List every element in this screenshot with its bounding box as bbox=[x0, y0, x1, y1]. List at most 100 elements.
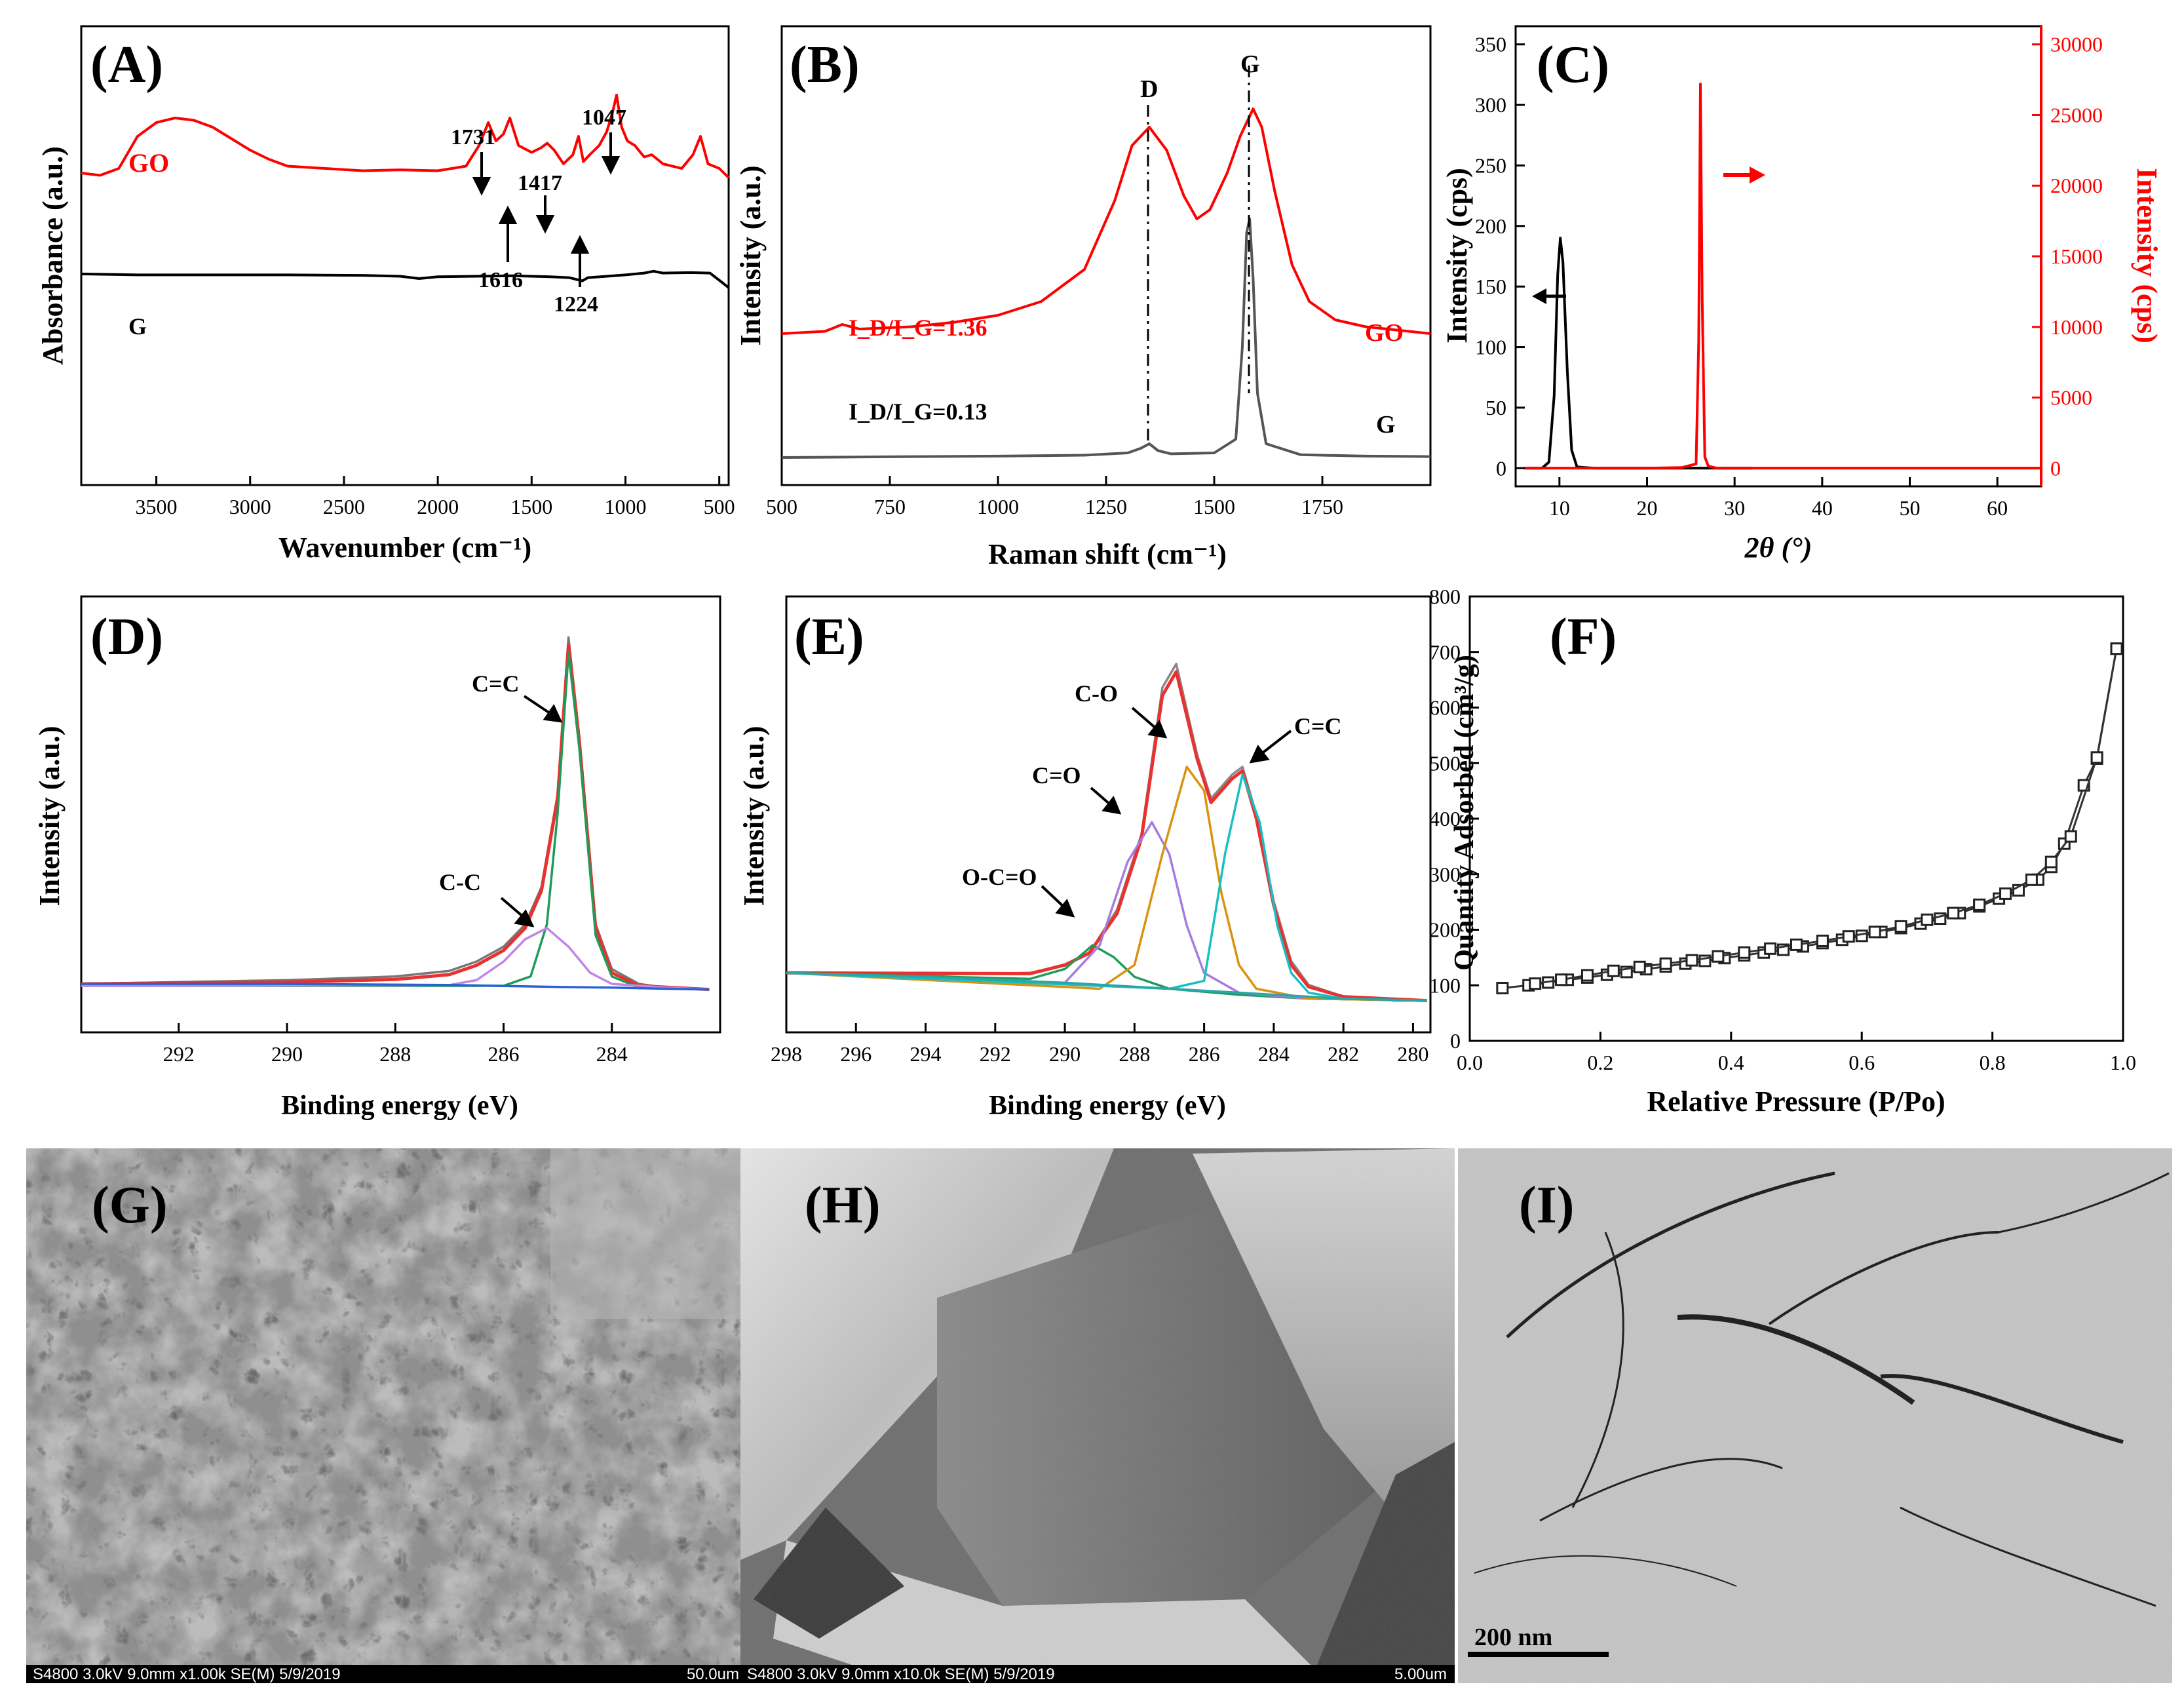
panel-d-xlabel: Binding energy (eV) bbox=[281, 1091, 518, 1121]
f-point-adsorption-0 bbox=[1496, 981, 1509, 994]
c-series-right bbox=[1524, 83, 2041, 470]
panel-b-raman-chart: 500 750 1000 1250 1500 1750 (B) Raman shift (… bbox=[735, 25, 1432, 570]
c-left-ytick-label-6: 300 bbox=[1475, 93, 1506, 117]
panel-c-ylabel-left: Intensity (cps) bbox=[1441, 168, 1473, 343]
e-series-c-o bbox=[786, 766, 1427, 1002]
b-xtick-label-2: 1000 bbox=[977, 495, 1019, 518]
c-xtick-label-4: 50 bbox=[1900, 496, 1921, 520]
panel-b-letter: (B) bbox=[790, 36, 860, 94]
g-scale-text: 50.0um bbox=[687, 1666, 739, 1683]
c-xtick-label-0: 10 bbox=[1549, 496, 1570, 520]
a-series-go bbox=[81, 94, 730, 179]
f-point-desorption-18 bbox=[1659, 957, 1672, 970]
g-info-bar bbox=[26, 1665, 747, 1683]
f-point-adsorption-18 bbox=[1855, 929, 1868, 943]
f-ytick-label-0: 0 bbox=[1450, 1029, 1461, 1053]
a-xtick-label-5: 1000 bbox=[604, 495, 646, 518]
a-xtick-label-0: 3500 bbox=[136, 495, 178, 518]
a-peak-1047: 1047 bbox=[582, 106, 626, 130]
e-xtick-label-7: 284 bbox=[1258, 1042, 1290, 1066]
f-point-desorption-8 bbox=[1921, 913, 1934, 926]
c-right-ytick-label-3: 15000 bbox=[2050, 244, 2103, 268]
a-peak-1417: 1417 bbox=[518, 171, 562, 195]
panel-c-xrd-chart: 10 20 30 40 50 60 0 50 100 150 200 250 300 350 0 5000 10… bbox=[1441, 25, 2163, 564]
panel-c-ylabel-right: Intensity (cps) bbox=[2131, 168, 2163, 343]
panel-d-xps-chart: 292 290 288 286 284 (D) Binding energy (eV) … bbox=[33, 595, 721, 1121]
panel-e-letter: (E) bbox=[794, 608, 864, 666]
c-right-ytick-label-4: 20000 bbox=[2050, 174, 2103, 197]
f-ytick-label-2: 200 bbox=[1429, 918, 1461, 942]
e-label-co-single: C-O bbox=[1075, 680, 1118, 707]
i-scale-text: 200 nm bbox=[1474, 1624, 1552, 1651]
a-xtick-label-1: 3000 bbox=[229, 495, 271, 518]
f-point-desorption-2 bbox=[2064, 830, 2077, 843]
h-info-bar bbox=[740, 1665, 1455, 1683]
b-xtick-label-4: 1500 bbox=[1193, 495, 1235, 518]
f-xtick-label-4: 0.8 bbox=[1980, 1051, 2006, 1074]
c-left-ytick-label-7: 350 bbox=[1475, 33, 1506, 56]
f-ytick-label-6: 600 bbox=[1429, 696, 1461, 720]
f-line-desorption bbox=[1535, 648, 2118, 985]
f-line-adsorption bbox=[1502, 648, 2118, 989]
e-xtick-label-5: 288 bbox=[1119, 1042, 1150, 1066]
f-point-desorption-14 bbox=[1764, 942, 1777, 955]
e-xtick-label-0: 298 bbox=[771, 1042, 802, 1066]
panel-i-letter: (I) bbox=[1519, 1177, 1574, 1234]
f-point-desorption-22 bbox=[1555, 973, 1568, 986]
f-point-desorption-6 bbox=[1973, 898, 1986, 911]
h-info-text: S4800 3.0kV 9.0mm x10.0k SE(M) 5/9/2019 bbox=[747, 1666, 1055, 1683]
d-xtick-label-1: 290 bbox=[271, 1042, 303, 1066]
panel-g-sem-image: S4800 3.0kV 9.0mm x1.00k SE(M) 5/9/2019 … bbox=[26, 1148, 747, 1683]
b-label-g-peak: G bbox=[1240, 50, 1260, 78]
panel-h-letter: (H) bbox=[805, 1177, 881, 1234]
f-point-desorption-23 bbox=[1529, 977, 1542, 990]
c-xtick-label-1: 20 bbox=[1637, 496, 1658, 520]
a-peak-1616: 1616 bbox=[478, 268, 523, 292]
panel-e-xps-chart: 298 296 294 292 290 288 286 284 282 280 (E) Bindi… bbox=[738, 595, 1432, 1121]
e-label-cc: C=C bbox=[1294, 713, 1342, 739]
panel-i-tem-image: 200 nm (I) bbox=[1458, 1148, 2172, 1683]
a-xtick-label-2: 2500 bbox=[323, 495, 365, 518]
panel-c-letter: (C) bbox=[1537, 36, 1609, 94]
e-series-c-c bbox=[786, 773, 1427, 1002]
b-xtick-label-5: 1750 bbox=[1301, 495, 1343, 518]
f-ytick-label-1: 100 bbox=[1429, 973, 1461, 997]
b-xtick-label-3: 1250 bbox=[1085, 495, 1127, 518]
b-label-go: GO bbox=[1365, 319, 1404, 347]
b-label-d: D bbox=[1140, 75, 1158, 103]
a-series-g bbox=[81, 269, 730, 289]
i-image-noise bbox=[1458, 1148, 2172, 1683]
f-point-desorption-17 bbox=[1685, 954, 1698, 967]
d-xtick-label-4: 284 bbox=[596, 1042, 628, 1066]
a-xtick-label-6: 500 bbox=[704, 495, 735, 518]
d-label-cc-single: C-C bbox=[439, 869, 481, 895]
panel-e-ylabel: Intensity (a.u.) bbox=[738, 726, 770, 906]
a-peak-arrows bbox=[472, 132, 621, 287]
panel-f-letter: (F) bbox=[1550, 608, 1617, 666]
panel-c-xlabel: 2θ (°) bbox=[1744, 532, 1812, 564]
panel-f-xlabel: Relative Pressure (P/Po) bbox=[1647, 1085, 1945, 1118]
panel-f-bet-isotherm: 0.0 0.2 0.4 0.6 0.8 1.0 0 100 200 300 400 500 600 700… bbox=[1429, 585, 2136, 1118]
e-label-ocoo: O-C=O bbox=[962, 864, 1037, 890]
f-ytick-label-3: 300 bbox=[1429, 863, 1461, 886]
d-series-envelope bbox=[81, 643, 710, 992]
g-info-text: S4800 3.0kV 9.0mm x1.00k SE(M) 5/9/2019 bbox=[33, 1666, 341, 1683]
f-point-desorption-15 bbox=[1738, 946, 1751, 959]
e-label-co-double: C=O bbox=[1032, 762, 1081, 789]
a-xtick-label-3: 2000 bbox=[417, 495, 459, 518]
f-point-desorption-1 bbox=[2090, 751, 2103, 764]
panel-a-frame bbox=[80, 25, 730, 486]
f-ytick-label-7: 700 bbox=[1429, 640, 1461, 664]
f-point-desorption-21 bbox=[1581, 969, 1594, 982]
d-xtick-label-0: 292 bbox=[163, 1042, 195, 1066]
c-xtick-label-2: 30 bbox=[1724, 496, 1745, 520]
f-point-desorption-10 bbox=[1868, 925, 1881, 939]
c-right-ytick-label-6: 30000 bbox=[2050, 33, 2103, 56]
i-scale-bar bbox=[1468, 1652, 1609, 1657]
f-point-desorption-12 bbox=[1816, 934, 1829, 947]
b-label-g: G bbox=[1376, 411, 1396, 438]
h-image-noise bbox=[740, 1148, 1455, 1683]
f-point-desorption-0 bbox=[2110, 642, 2123, 655]
c-left-ytick-label-2: 100 bbox=[1475, 336, 1506, 359]
c-left-ytick-label-5: 250 bbox=[1475, 153, 1506, 177]
